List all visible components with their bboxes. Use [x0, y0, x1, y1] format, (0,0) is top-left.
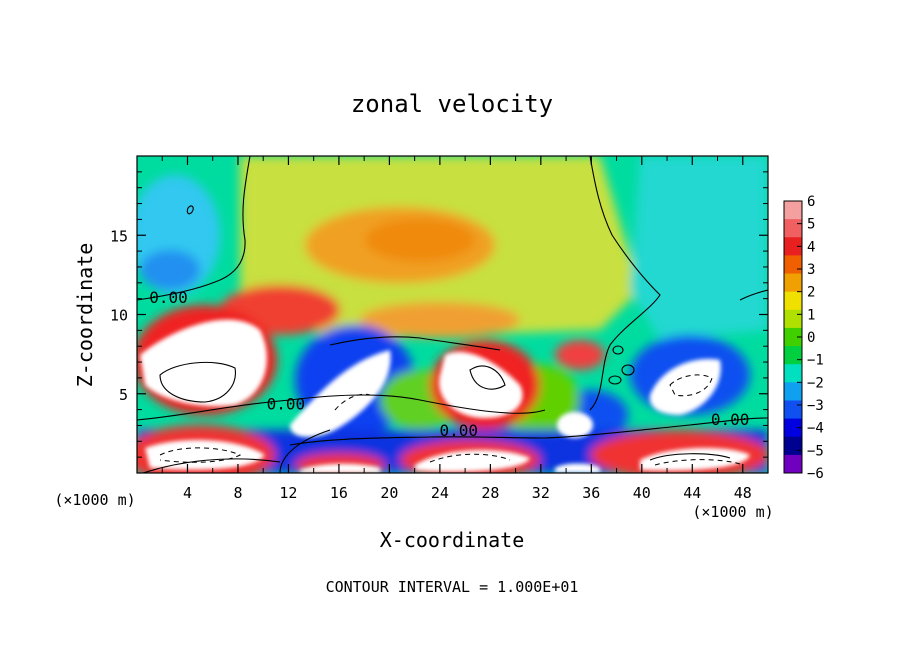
y-tick-label: 10: [110, 307, 128, 325]
colorbar: 6 5 4 3 2 1 0 −1 −2 −3 −4 −5 −6: [783, 194, 824, 482]
x-tick-label: 48: [734, 484, 752, 502]
colorbar-swatch: [784, 237, 802, 256]
x-tick-label: 24: [431, 484, 449, 502]
colorbar-swatch: [784, 436, 802, 456]
contour-label: 0.00: [711, 410, 750, 429]
x-axis-label: X-coordinate: [380, 528, 525, 552]
x-tick-label: 40: [633, 484, 651, 502]
contour-label: 0.00: [440, 421, 479, 440]
colorbar-swatch: [784, 364, 802, 383]
colorbar-tick-label: −2: [807, 375, 824, 391]
colorbar-swatch: [784, 327, 802, 347]
y-axis-label: Z-coordinate: [73, 243, 97, 388]
x-tick-label: 16: [330, 484, 348, 502]
colorbar-tick-label: −1: [807, 353, 824, 369]
colorbar-swatch: [784, 418, 802, 438]
colorbar-tick-label: −4: [807, 421, 824, 437]
x-tick-label: 12: [279, 484, 297, 502]
x-axis: 4 8 12 16 20 24 28 32 36 40 44 48: [161, 156, 752, 502]
colorbar-swatch: [784, 273, 802, 293]
colorbar-tick-label: 4: [807, 239, 815, 255]
colorbar-swatch: [784, 219, 802, 238]
colorbar-swatch: [784, 454, 802, 474]
heatmap-field: [137, 156, 768, 473]
x-tick-label: 28: [481, 484, 499, 502]
x-tick-label: 4: [183, 484, 192, 502]
x-tick-label: 44: [683, 484, 701, 502]
colorbar-swatch: [784, 291, 802, 311]
colorbar-tick-label: −5: [807, 443, 824, 459]
colorbar-swatch: [784, 400, 802, 420]
contour-labels: 0.00 0.00 0.00 0.00: [149, 288, 749, 440]
colorbar-tick-label: 0: [807, 330, 815, 346]
colorbar-swatch: [784, 309, 802, 329]
colorbar-swatch: [784, 346, 802, 365]
contour-lines: [137, 156, 768, 473]
x-tick-label: 8: [233, 484, 242, 502]
colorbar-tick-label: −3: [807, 398, 824, 414]
contour-label: 0.00: [267, 394, 306, 413]
colorbar-tick-label: 1: [807, 307, 815, 323]
colorbar-swatch: [784, 382, 802, 401]
x-axis-unit: (×1000 m): [692, 503, 773, 521]
y-axis: 5 10 15: [110, 171, 768, 458]
y-axis-unit: (×1000 m): [54, 491, 135, 509]
contour-interval-note: CONTOUR INTERVAL = 1.000E+01: [326, 578, 579, 596]
x-tick-label: 32: [532, 484, 550, 502]
colorbar-tick-label: 5: [807, 217, 815, 233]
chart-title: zonal velocity: [351, 90, 553, 118]
x-tick-label: 20: [380, 484, 398, 502]
y-tick-label: 5: [119, 386, 128, 404]
contour-label: 0.00: [149, 288, 188, 307]
contour-lines-negative: [159, 374, 741, 466]
colorbar-swatch: [784, 255, 802, 275]
y-tick-label: 15: [110, 227, 128, 245]
colorbar-tick-label: 2: [807, 285, 815, 301]
colorbar-tick-label: 6: [807, 194, 815, 210]
x-tick-label: 36: [582, 484, 600, 502]
colorbar-tick-label: 3: [807, 262, 815, 278]
colorbar-swatch: [784, 201, 802, 220]
colorbar-tick-label: −6: [807, 466, 824, 482]
